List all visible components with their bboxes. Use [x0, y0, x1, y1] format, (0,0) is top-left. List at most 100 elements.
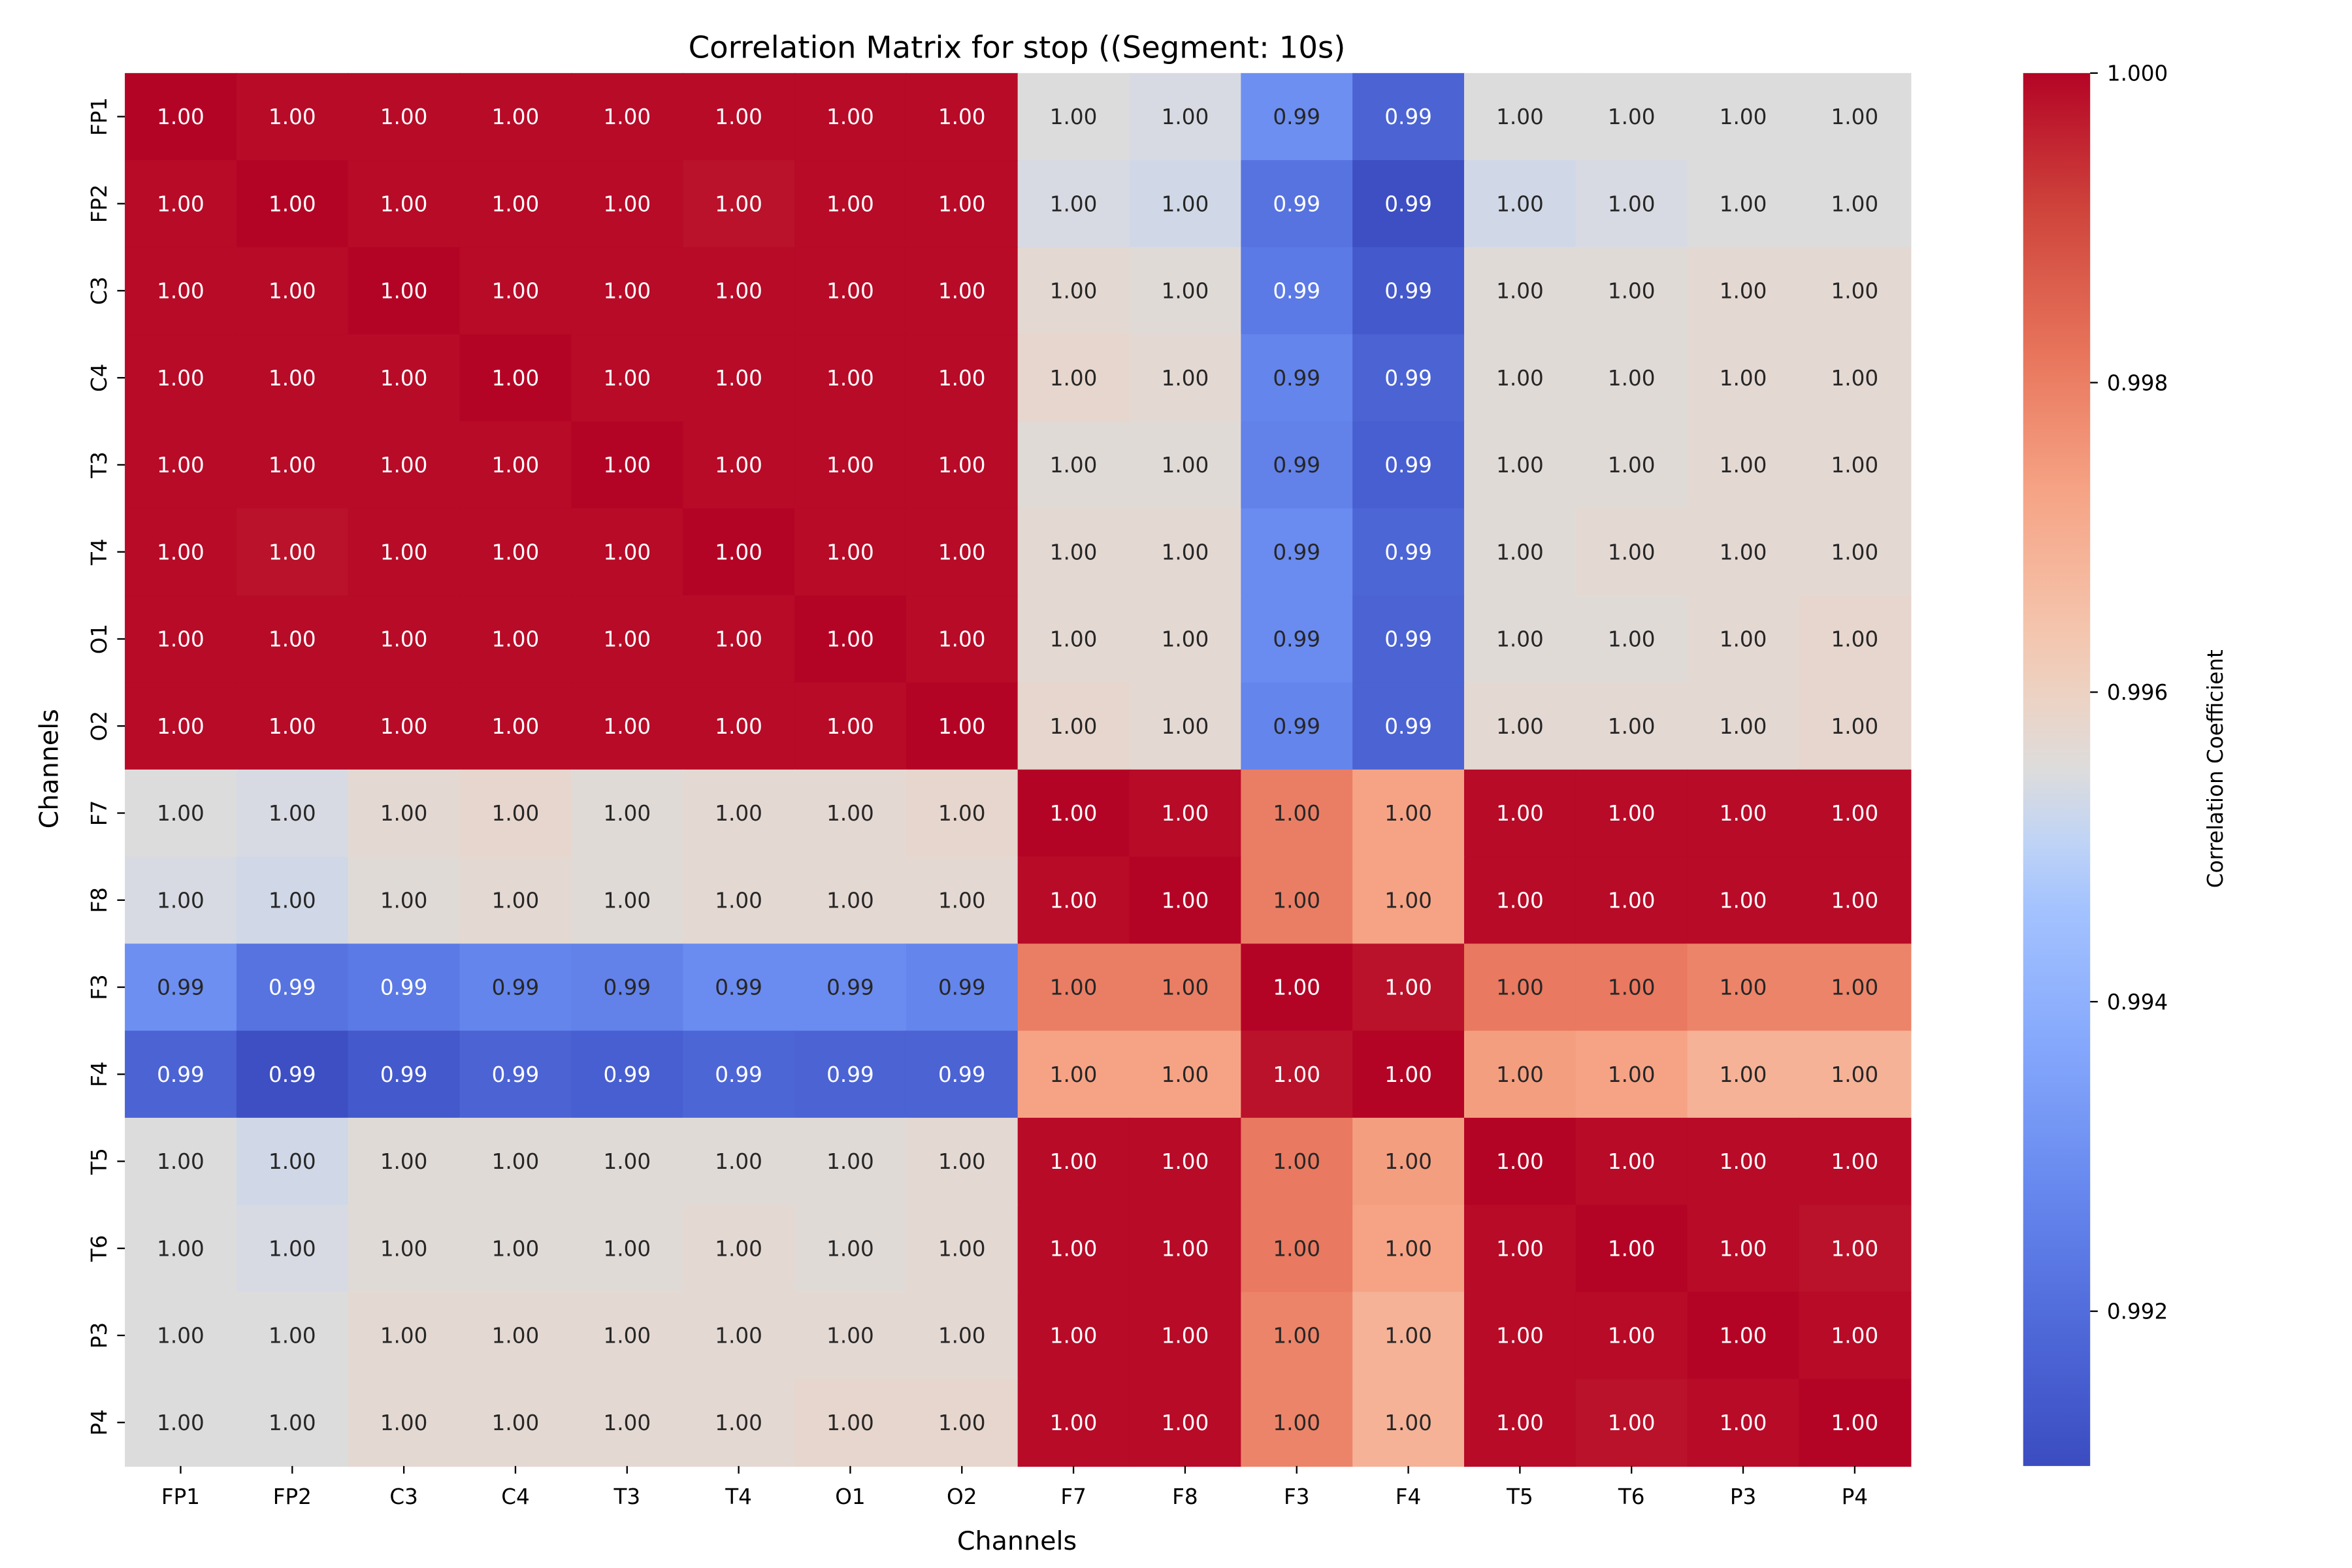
heatmap-cell [1129, 943, 1242, 1032]
heatmap-cell [906, 595, 1019, 683]
cell-annotation: 1.00 [826, 540, 874, 564]
cell-annotation: 1.00 [1831, 453, 1879, 478]
x-axis-ticks: FP1 FP2 C3 C4 T3 T4 O1 O2 F7 F8 F3 F4 T5 T6 P3 P4 [161, 1465, 1868, 1509]
cell-annotation: 1.00 [603, 279, 651, 304]
heatmap-cell [1241, 682, 1354, 771]
cell-annotation: 1.00 [1162, 366, 1209, 391]
cell-annotation: 1.00 [1831, 714, 1879, 739]
cell-annotation: 1.00 [380, 453, 428, 478]
heatmap-cell [1575, 595, 1688, 683]
cell-annotation: 0.99 [1384, 191, 1432, 216]
cell-annotation: 1.00 [1496, 1324, 1544, 1348]
cell-annotation: 0.99 [938, 1062, 986, 1087]
cell-annotation: 1.00 [826, 801, 874, 826]
heatmap-cell [125, 943, 238, 1032]
heatmap-cell [125, 1379, 238, 1467]
heatmap-cell [459, 1030, 572, 1119]
heatmap-cell [571, 682, 684, 771]
heatmap-cell [236, 421, 349, 510]
cell-annotation: 1.00 [826, 714, 874, 739]
cell-annotation: 1.00 [715, 191, 762, 216]
cell-annotation: 1.00 [269, 1324, 316, 1348]
cell-annotation: 1.00 [492, 1324, 540, 1348]
cell-annotation: 1.00 [1720, 888, 1767, 913]
cell-annotation: 1.00 [492, 888, 540, 913]
cell-annotation: 1.00 [603, 191, 651, 216]
cell-annotation: 1.00 [938, 540, 986, 564]
heatmap-cell [906, 508, 1019, 596]
cell-annotation: 0.99 [1273, 714, 1320, 739]
cell-annotation: 1.00 [1162, 105, 1209, 129]
heatmap-cell [1017, 421, 1130, 510]
heatmap-cell [348, 421, 461, 510]
heatmap-cell [1129, 160, 1242, 248]
heatmap-cell [1687, 595, 1800, 683]
heatmap-cell [1575, 682, 1688, 771]
heatmap-cell [236, 943, 349, 1032]
cell-annotation: 1.00 [1831, 1411, 1879, 1435]
cell-annotation: 1.00 [1162, 888, 1209, 913]
heatmap-cell [459, 73, 572, 161]
y-tick-label: F3 [87, 974, 112, 1000]
heatmap-cell [1799, 595, 1912, 683]
cell-annotation: 1.00 [157, 279, 204, 304]
cell-annotation: 1.00 [1831, 888, 1879, 913]
cell-annotation: 1.00 [1720, 1062, 1767, 1087]
cell-annotation: 0.99 [157, 975, 204, 1000]
cell-annotation: 1.00 [826, 105, 874, 129]
heatmap-cell [1241, 334, 1354, 423]
heatmap-cell [794, 595, 907, 683]
cell-annotation: 1.00 [269, 191, 316, 216]
heatmap-cell [1129, 1205, 1242, 1293]
heatmap-cell [459, 1292, 572, 1380]
heatmap-cell [1241, 1292, 1354, 1380]
heatmap-cell [1463, 508, 1576, 596]
cell-annotation: 1.00 [1496, 888, 1544, 913]
cell-annotation: 1.00 [603, 453, 651, 478]
cell-annotation: 1.00 [715, 279, 762, 304]
cell-annotation: 1.00 [1831, 975, 1879, 1000]
cell-annotation: 1.00 [1831, 627, 1879, 652]
heatmap-cell [1352, 508, 1465, 596]
cell-annotation: 1.00 [1608, 975, 1656, 1000]
heatmap-cell [348, 73, 461, 161]
heatmap-cell [1687, 1205, 1800, 1293]
cell-annotation: 0.99 [603, 1062, 651, 1087]
heatmap-cell [348, 1292, 461, 1380]
heatmap-cell [906, 334, 1019, 423]
heatmap-cell [459, 508, 572, 596]
heatmap-cell [571, 334, 684, 423]
cell-annotation: 1.00 [826, 279, 874, 304]
heatmap-cell [348, 857, 461, 945]
heatmap-cell [459, 160, 572, 248]
cell-annotation: 1.00 [157, 366, 204, 391]
cell-annotation: 1.00 [380, 1411, 428, 1435]
heatmap-cell [571, 1205, 684, 1293]
x-axis-label: Channels [957, 1526, 1077, 1556]
cell-annotation: 1.00 [1720, 1411, 1767, 1435]
cell-annotation: 1.00 [1496, 801, 1544, 826]
cell-annotation: 1.00 [1496, 1236, 1544, 1261]
cell-annotation: 1.00 [157, 627, 204, 652]
heatmap-cell [236, 1205, 349, 1293]
cell-annotation: 1.00 [1162, 1411, 1209, 1435]
cell-annotation: 1.00 [1720, 366, 1767, 391]
cell-annotation: 0.99 [1273, 105, 1320, 129]
heatmap-cell [348, 682, 461, 771]
heatmap-cell [1241, 857, 1354, 945]
cell-annotation: 0.99 [269, 975, 316, 1000]
cell-annotation: 1.00 [603, 1324, 651, 1348]
x-tick-label: O2 [947, 1484, 977, 1509]
cell-annotation: 0.99 [603, 975, 651, 1000]
heatmap-cell [683, 595, 796, 683]
heatmap-cell [1463, 247, 1576, 335]
heatmap-cell [1463, 421, 1576, 510]
cell-annotation: 1.00 [603, 1411, 651, 1435]
cell-annotation: 1.00 [1273, 801, 1320, 826]
heatmap-cell [1241, 1117, 1354, 1206]
heatmap-cell [125, 1292, 238, 1380]
heatmap-cell [1799, 421, 1912, 510]
cell-annotation: 1.00 [938, 105, 986, 129]
y-tick-label: T4 [87, 538, 112, 566]
heatmap-cell [683, 1205, 796, 1293]
